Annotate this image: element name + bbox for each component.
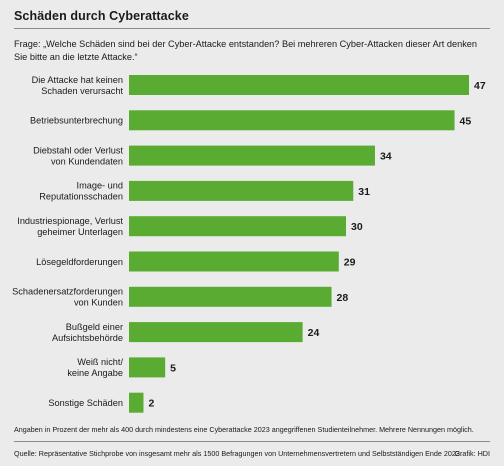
- top-divider: [14, 28, 490, 29]
- category-label-9: Weiß nicht/keine Angabe: [67, 357, 123, 378]
- source-note: Quelle: Repräsentative Stichprobe von in…: [14, 449, 462, 458]
- bar-2: [129, 110, 455, 131]
- value-label-9: 5: [170, 362, 176, 374]
- bar-4: [129, 180, 354, 201]
- bar-8: [129, 322, 303, 343]
- value-label-2: 45: [460, 115, 472, 127]
- value-label-3: 34: [380, 151, 392, 163]
- bar-1: [129, 75, 469, 95]
- value-label-6: 29: [344, 257, 356, 269]
- category-label-10: Sonstige Schäden: [48, 398, 123, 408]
- category-label-6: Lösegeldforderungen: [36, 257, 123, 267]
- bar-10: [129, 392, 144, 413]
- survey-question: Frage: „Welche Schäden sind bei der Cybe…: [14, 39, 478, 62]
- value-label-5: 30: [351, 221, 363, 233]
- value-label-10: 2: [148, 398, 154, 410]
- value-label-4: 31: [358, 186, 370, 198]
- bar-7: [129, 286, 332, 307]
- bar-9: [129, 357, 166, 378]
- category-label-7: Schadenersatzforderungen von Kunden: [12, 287, 123, 308]
- bar-3: [129, 145, 375, 166]
- bar-6: [129, 251, 339, 272]
- category-label-8: Bußgeld einer Aufsichtsbehörde: [52, 322, 123, 343]
- footnote: Angaben in Prozent der mehr als 400 durc…: [14, 425, 474, 434]
- chart-title: Schäden durch Cyberattacke: [14, 9, 189, 23]
- bottom-divider: [14, 441, 490, 442]
- category-label-5: Industriespionage, Verlust geheimer Unter…: [17, 216, 123, 237]
- value-label-8: 24: [308, 327, 320, 339]
- category-label-4: Image- und Reputationsschaden: [39, 181, 123, 202]
- category-label-3: Diebstahl oder Verlust von Kundendaten: [33, 145, 123, 166]
- category-label-1: Die Attacke hat keinen Schaden verursacht: [32, 75, 124, 96]
- value-label-1: 47: [474, 80, 486, 92]
- bar-5: [129, 216, 347, 237]
- value-label-7: 28: [337, 292, 349, 304]
- category-label-2: Betriebsunterbrechung: [30, 116, 123, 126]
- graphic-credit: Grafik: HDI: [454, 449, 490, 458]
